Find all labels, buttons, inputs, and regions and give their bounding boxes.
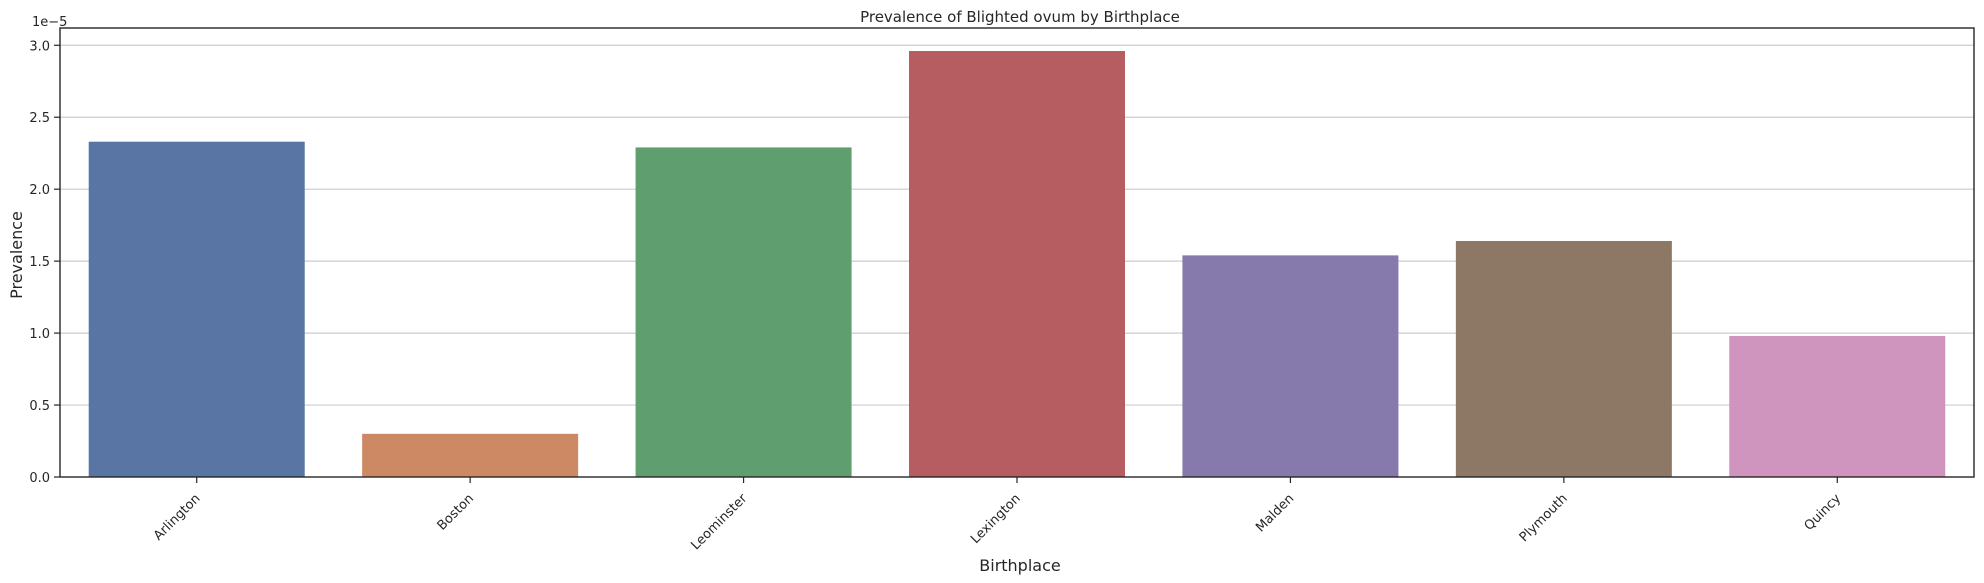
x-tick-label: Malden (1253, 491, 1297, 535)
bar-lexington (908, 51, 1126, 478)
x-tick-label: Arlington (151, 491, 204, 544)
y-tick-label: 1.0 (29, 327, 50, 342)
y-axis-offset-label: 1e−5 (32, 15, 67, 30)
y-tick-label: 3.0 (29, 39, 50, 54)
x-axis-ticks: Arlington Boston Leominster Lexington Malden… (151, 477, 1844, 553)
y-tick-label: 1.5 (29, 255, 50, 270)
y-tick-label: 0.0 (29, 471, 50, 486)
bars (88, 51, 1946, 478)
bar-malden (1182, 255, 1399, 477)
y-axis-label: Prevalence (7, 211, 26, 299)
y-tick-label: 2.0 (29, 183, 50, 198)
y-tick-label: 2.5 (29, 111, 50, 126)
x-tick-label: Boston (435, 491, 477, 533)
bar-plymouth (1455, 240, 1672, 477)
x-axis-label: Birthplace (979, 556, 1060, 575)
chart-title: Prevalence of Blighted ovum by Birthplac… (860, 8, 1180, 26)
x-tick-label: Lexington (968, 491, 1024, 547)
bar-boston (362, 433, 579, 477)
y-tick-label: 0.5 (29, 399, 50, 414)
x-tick-label: Quincy (1802, 491, 1845, 534)
x-tick-label: Plymouth (1517, 491, 1571, 545)
plot-frame (59, 27, 1975, 478)
bar-leominster (635, 147, 852, 478)
y-axis-ticks: 0.0 0.5 1.0 1.5 2.0 2.5 3.0 (29, 39, 60, 486)
bar-arlington (88, 141, 305, 478)
bar-quincy (1729, 335, 1946, 477)
x-tick-label: Leominster (688, 491, 750, 553)
